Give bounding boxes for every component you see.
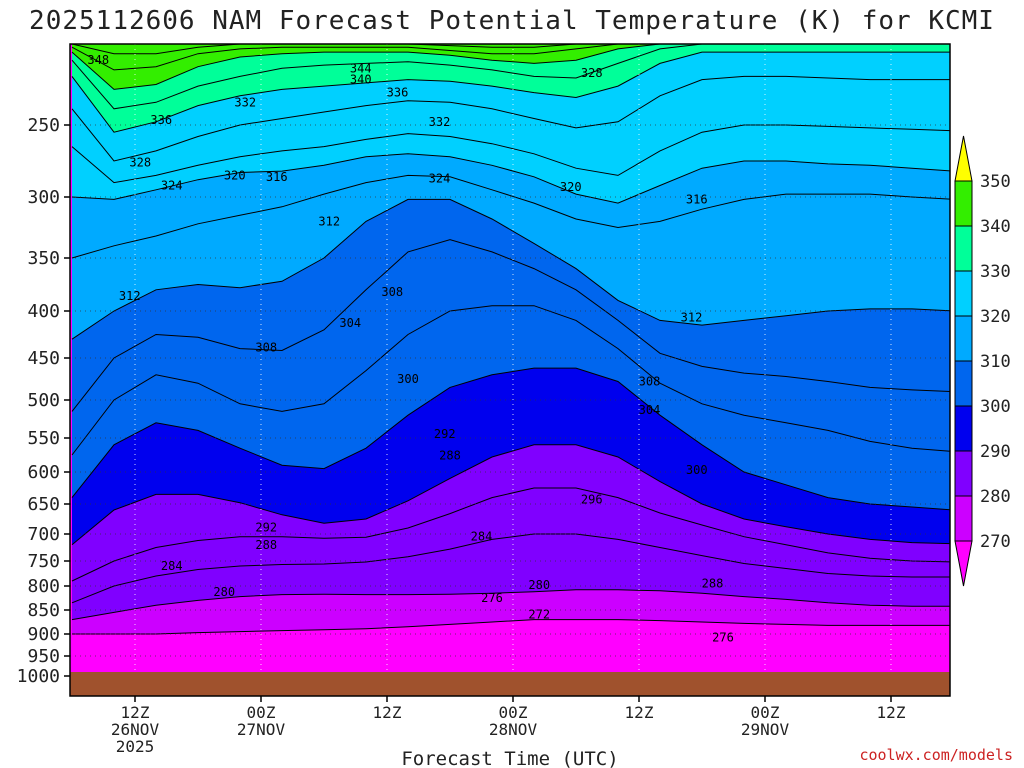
contour-label-34: 276 (481, 591, 503, 605)
xtick-label-2-0: 12Z (373, 703, 402, 722)
ytick-label-450: 450 (27, 348, 60, 369)
contour-label-18: 304 (339, 316, 361, 330)
contour-label-3: 336 (387, 86, 409, 100)
contour-label-31: 284 (161, 559, 183, 573)
ytick-label-850: 850 (27, 600, 60, 621)
contour-label-6: 328 (581, 66, 603, 80)
colorbar-box-320 (955, 271, 972, 316)
contour-label-23: 304 (639, 403, 661, 417)
xtick-label-5-1: 29NOV (741, 720, 790, 739)
contour-label-10: 320 (224, 168, 246, 182)
colorbar-box-270 (955, 496, 972, 541)
credit-text: coolwx.com/models (859, 746, 1013, 764)
xtick-label-6-0: 12Z (877, 703, 906, 722)
colorbar: 270 280 290 300 310 320 330 340 350 (955, 136, 1011, 586)
colorbar-label-320: 320 (980, 307, 1011, 327)
contour-label-17: 308 (381, 285, 403, 299)
ground-surface (70, 672, 950, 696)
chart: 2025112606 NAM Forecast Potential Temper… (0, 0, 1024, 768)
colorbar-cap-bottom (955, 541, 972, 586)
ytick-label-500: 500 (27, 390, 60, 411)
ytick-label-250: 250 (27, 115, 60, 136)
colorbar-box-330 (955, 226, 972, 271)
colorbar-box-310 (955, 316, 972, 361)
colorbar-label-280: 280 (980, 487, 1011, 507)
ytick-label-900: 900 (27, 624, 60, 645)
contour-label-29: 288 (255, 538, 277, 552)
contour-label-22: 308 (639, 375, 661, 389)
contour-label-25: 288 (439, 449, 461, 463)
colorbar-label-310: 310 (980, 352, 1011, 372)
ytick-label-650: 650 (27, 494, 60, 515)
contour-label-32: 280 (213, 585, 235, 599)
colorbar-label-350: 350 (980, 172, 1011, 192)
contour-label-7: 336 (150, 113, 172, 127)
contour-label-9: 324 (161, 178, 183, 192)
xtick-label-1-1: 27NOV (237, 720, 286, 739)
contour-label-15: 312 (318, 214, 340, 228)
ytick-label-350: 350 (27, 248, 60, 269)
contour-label-8: 328 (129, 155, 151, 169)
ytick-label-400: 400 (27, 301, 60, 322)
contour-label-27: 296 (581, 493, 603, 507)
colorbar-label-290: 290 (980, 442, 1011, 462)
contour-label-36: 288 (702, 577, 724, 591)
colorbar-label-300: 300 (980, 397, 1011, 417)
contour-label-26: 300 (686, 463, 708, 477)
colorbar-box-280 (955, 451, 972, 496)
ytick-label-1000: 1000 (17, 666, 60, 687)
theta-bands (70, 39, 954, 696)
colorbar-label-270: 270 (980, 532, 1011, 552)
contour-label-11: 316 (266, 170, 288, 184)
colorbar-label-340: 340 (980, 217, 1011, 237)
contour-label-19: 308 (255, 341, 277, 355)
ytick-label-300: 300 (27, 187, 60, 208)
ytick-label-600: 600 (27, 462, 60, 483)
colorbar-box-340 (955, 181, 972, 226)
ytick-label-950: 950 (27, 646, 60, 667)
xtick-label-4-0: 12Z (625, 703, 654, 722)
contour-label-0: 348 (87, 53, 109, 67)
x-axis-title: Forecast Time (UTC) (401, 748, 618, 768)
xtick-label-3-1: 28NOV (489, 720, 538, 739)
contour-label-13: 320 (560, 180, 582, 194)
colorbar-box-290 (955, 406, 972, 451)
contour-label-4: 332 (234, 95, 256, 109)
contour-label-14: 316 (686, 192, 708, 206)
contour-label-28: 292 (255, 520, 277, 534)
contour-label-24: 292 (434, 427, 456, 441)
ytick-label-800: 800 (27, 576, 60, 597)
chart-title: 2025112606 NAM Forecast Potential Temper… (29, 6, 995, 36)
contour-label-16: 312 (119, 289, 141, 303)
contour-label-30: 284 (471, 530, 493, 544)
contour-label-33: 280 (528, 578, 550, 592)
contour-label-21: 312 (681, 311, 703, 325)
xtick-label-0-2: 2025 (116, 737, 155, 756)
colorbar-cap-top (955, 136, 972, 181)
colorbar-box-300 (955, 361, 972, 406)
contour-label-37: 276 (712, 631, 734, 645)
ytick-label-550: 550 (27, 428, 60, 449)
colorbar-label-330: 330 (980, 262, 1011, 282)
contour-label-20: 300 (397, 372, 419, 386)
contour-label-12: 324 (429, 171, 451, 185)
contour-label-5: 332 (429, 115, 451, 129)
contour-label-2: 340 (350, 73, 372, 87)
ytick-label-750: 750 (27, 551, 60, 572)
contour-label-35: 272 (528, 607, 550, 621)
ytick-label-700: 700 (27, 524, 60, 545)
